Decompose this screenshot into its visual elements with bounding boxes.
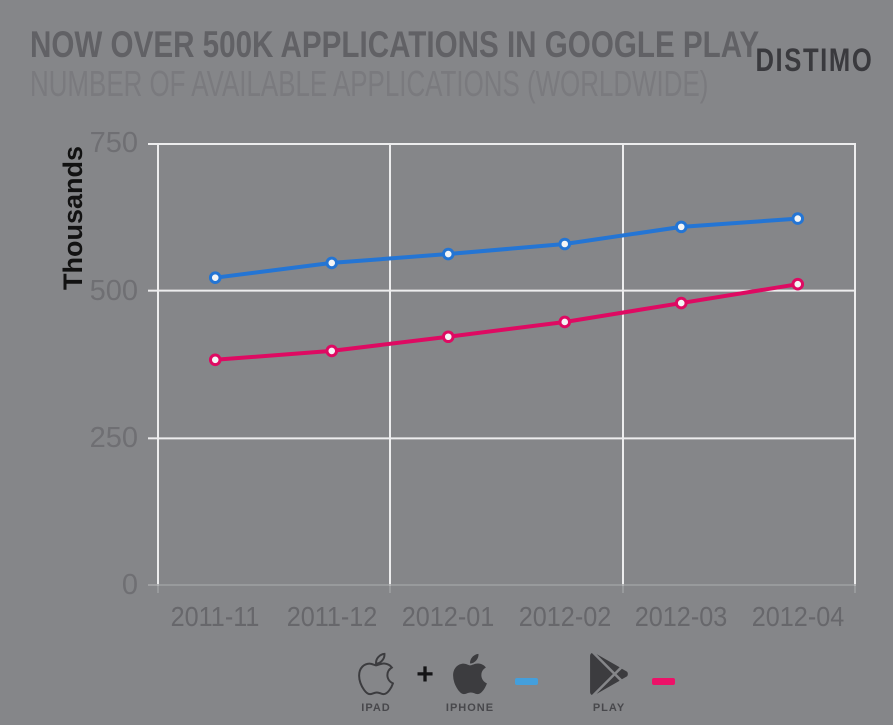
google-play-icon (590, 652, 628, 695)
x-axis-tick-labels: 2011-11 2011-12 2012-01 2012-02 2012-03 2012-… (157, 601, 856, 635)
data-point (558, 237, 572, 251)
legend-label-iphone: IPHONE (445, 702, 495, 714)
data-point (791, 212, 805, 225)
apple-series-dash (515, 678, 538, 685)
x-tick-label: 2012-01 (402, 601, 495, 632)
distimo-logo: DISTIMO (755, 42, 873, 78)
plot-area (148, 143, 856, 593)
y-tick-label: 0 (121, 569, 138, 601)
data-point (791, 277, 805, 291)
data-point (558, 315, 572, 329)
data-point (441, 330, 455, 344)
legend-label-play: PLAY (592, 702, 626, 714)
data-point (325, 344, 339, 358)
legend: IPAD + IPHONE PLAY (352, 650, 675, 714)
chart-subtitle: NUMBER OF AVAILABLE APPLICATIONS (WORLDW… (30, 63, 709, 104)
x-tick-label: 2012-02 (518, 601, 611, 632)
series-line-1 (213, 282, 800, 362)
x-tick-label: 2012-03 (635, 601, 728, 632)
data-point (208, 353, 222, 367)
data-point (325, 256, 339, 270)
x-tick-label: 2011-11 (170, 601, 260, 632)
y-tick-label: 250 (89, 422, 138, 455)
plus-symbol: + (416, 658, 434, 691)
data-point (674, 296, 688, 310)
legend-item-iphone: IPHONE (446, 650, 494, 714)
play-series-dash (652, 678, 675, 685)
series-layer (208, 212, 805, 367)
chart-title: NOW OVER 500K APPLICATIONS IN GOOGLE PLA… (30, 24, 760, 65)
legend-item-ipad: IPAD (352, 650, 400, 714)
x-tick-label: 2011-12 (286, 601, 378, 632)
y-axis-tick-labels: 750 500 250 0 (0, 127, 146, 601)
grid-layer (148, 143, 856, 593)
data-point (674, 220, 688, 234)
legend-label-ipad: IPAD (361, 702, 391, 714)
apple-outline-icon (358, 652, 394, 695)
data-point (208, 271, 222, 284)
x-tick-label: 2012-04 (751, 601, 844, 632)
series-line-0 (213, 216, 800, 280)
legend-item-play: PLAY (585, 650, 633, 714)
data-point (441, 247, 455, 261)
chart-canvas (148, 143, 856, 593)
apple-filled-icon (453, 653, 487, 694)
y-tick-label: 500 (89, 274, 138, 307)
y-tick-label: 750 (89, 127, 138, 159)
